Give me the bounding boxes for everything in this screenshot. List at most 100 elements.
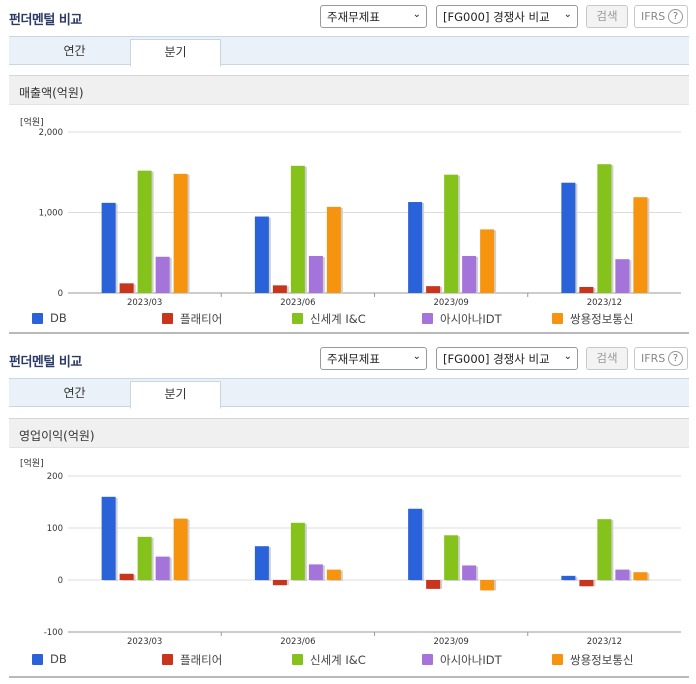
- bar[interactable]: [272, 580, 287, 586]
- legend-label: 쌍용정보통신: [570, 312, 634, 326]
- legend-label: 아시아나IDT: [440, 312, 502, 326]
- tab-annual[interactable]: 연간: [63, 386, 86, 400]
- bar[interactable]: [119, 283, 134, 293]
- y-tick-label: 0: [58, 576, 63, 586]
- legend-swatch: [422, 654, 433, 665]
- bar[interactable]: [137, 536, 152, 580]
- legend-label: 아시아나IDT: [440, 653, 502, 667]
- bar[interactable]: [633, 572, 648, 580]
- legend-label: 신세계 I&C: [310, 312, 366, 326]
- period-tabs: 연간 분기: [9, 36, 689, 67]
- bar[interactable]: [326, 206, 341, 293]
- bar[interactable]: [480, 229, 495, 293]
- fundamental-section-1: 펀더멘털 비교 주재무제표 ⌄ [FG000] 경쟁사 비교 ⌄ 검색 IFRS…: [0, 0, 696, 340]
- legend-swatch: [552, 654, 563, 665]
- bar[interactable]: [561, 575, 576, 580]
- x-tick-label: 2023/12: [587, 298, 622, 308]
- bar[interactable]: [615, 569, 630, 580]
- bar[interactable]: [444, 535, 459, 580]
- x-tick-label: 2023/09: [433, 298, 468, 308]
- tab-quarterly[interactable]: 분기: [130, 381, 221, 409]
- bar[interactable]: [579, 286, 594, 293]
- statement-type-value: 주재무제표: [327, 352, 380, 366]
- bar[interactable]: [597, 164, 612, 293]
- help-icon[interactable]: ?: [668, 9, 683, 24]
- bar[interactable]: [290, 522, 305, 580]
- x-tick-label: 2023/09: [433, 637, 468, 647]
- unit-label: [억원]: [20, 459, 44, 469]
- section-title: 펀더멘털 비교: [9, 355, 82, 370]
- bar[interactable]: [290, 165, 305, 293]
- bar[interactable]: [462, 255, 477, 293]
- tab-annual[interactable]: 연간: [63, 44, 86, 58]
- chevron-down-icon: ⌄: [412, 9, 421, 20]
- section-header: 펀더멘털 비교 주재무제표 ⌄ [FG000] 경쟁사 비교 ⌄ 검색 IFRS…: [0, 342, 696, 376]
- bar[interactable]: [561, 182, 576, 293]
- section-divider: [9, 332, 689, 334]
- bar[interactable]: [579, 580, 594, 587]
- comparison-group-value: [FG000] 경쟁사 비교: [443, 10, 550, 24]
- chart-legend: DB 플래티어 신세계 I&C 아시아나IDT 쌍용정보통신: [9, 651, 689, 669]
- bar[interactable]: [308, 564, 323, 580]
- bar[interactable]: [254, 546, 269, 580]
- bar[interactable]: [480, 580, 495, 591]
- ifrs-button[interactable]: IFRS ?: [634, 5, 688, 28]
- unit-label: [억원]: [20, 118, 44, 128]
- bar[interactable]: [137, 170, 152, 293]
- bar[interactable]: [326, 569, 341, 580]
- bar[interactable]: [101, 496, 116, 580]
- operating-profit-chart: -100 0 100 200 2023/03 2023/06 2023/09 2023/12: [44, 472, 681, 647]
- chevron-down-icon: ⌄: [563, 9, 572, 20]
- chevron-down-icon: ⌄: [412, 351, 421, 362]
- section-divider: [9, 676, 689, 678]
- comparison-group-select[interactable]: [FG000] 경쟁사 비교 ⌄: [436, 347, 578, 370]
- revenue-chart: 0 1,000 2,000 2023/03 2023/06 2023/09 2023/12: [39, 128, 681, 308]
- panel-header: 매출액(억원): [9, 75, 689, 105]
- help-icon[interactable]: ?: [668, 351, 683, 366]
- legend-swatch: [422, 313, 433, 324]
- x-tick-label: 2023/06: [280, 298, 315, 308]
- section-header: 펀더멘털 비교 주재무제표 ⌄ [FG000] 경쟁사 비교 ⌄ 검색 IFRS…: [0, 0, 696, 34]
- bar[interactable]: [254, 216, 269, 293]
- legend-swatch: [32, 654, 43, 665]
- legend-label: 플래티어: [180, 653, 223, 667]
- chevron-down-icon: ⌄: [563, 351, 572, 362]
- x-tick-label: 2023/06: [280, 637, 315, 647]
- statement-type-select[interactable]: 주재무제표 ⌄: [320, 5, 427, 28]
- bar[interactable]: [119, 573, 134, 580]
- section-title: 펀더멘털 비교: [9, 13, 82, 28]
- bar[interactable]: [308, 255, 323, 293]
- y-tick-label: -100: [44, 628, 63, 638]
- legend-swatch: [292, 313, 303, 324]
- bar[interactable]: [615, 259, 630, 293]
- chart-legend: DB 플래티어 신세계 I&C 아시아나IDT 쌍용정보통신: [9, 310, 689, 328]
- bar[interactable]: [444, 174, 459, 293]
- legend-swatch: [32, 313, 43, 324]
- legend-swatch: [292, 654, 303, 665]
- bar[interactable]: [426, 286, 441, 293]
- bar[interactable]: [155, 256, 170, 293]
- search-button[interactable]: 검색: [586, 347, 628, 370]
- bar[interactable]: [462, 565, 477, 580]
- bar[interactable]: [408, 508, 423, 580]
- comparison-group-select[interactable]: [FG000] 경쟁사 비교 ⌄: [436, 5, 578, 28]
- bar[interactable]: [408, 202, 423, 293]
- bar[interactable]: [173, 173, 188, 293]
- period-tabs: 연간 분기: [9, 378, 689, 409]
- y-tick-label: 100: [47, 524, 63, 534]
- bar[interactable]: [155, 556, 170, 580]
- search-button[interactable]: 검색: [586, 5, 628, 28]
- bar[interactable]: [173, 518, 188, 580]
- statement-type-select[interactable]: 주재무제표 ⌄: [320, 347, 427, 370]
- ifrs-label: IFRS: [641, 10, 666, 23]
- bar[interactable]: [633, 197, 648, 293]
- legend-swatch: [552, 313, 563, 324]
- bar[interactable]: [426, 580, 441, 589]
- ifrs-button[interactable]: IFRS ?: [634, 347, 688, 370]
- comparison-group-value: [FG000] 경쟁사 비교: [443, 352, 550, 366]
- bar[interactable]: [272, 285, 287, 293]
- chart-panel-revenue: 매출액(억원) [억원] 0 1,000 2,000 2023/03 2023/06 20…: [9, 75, 689, 335]
- bar[interactable]: [597, 519, 612, 580]
- bar[interactable]: [101, 202, 116, 293]
- tab-quarterly[interactable]: 분기: [130, 39, 221, 67]
